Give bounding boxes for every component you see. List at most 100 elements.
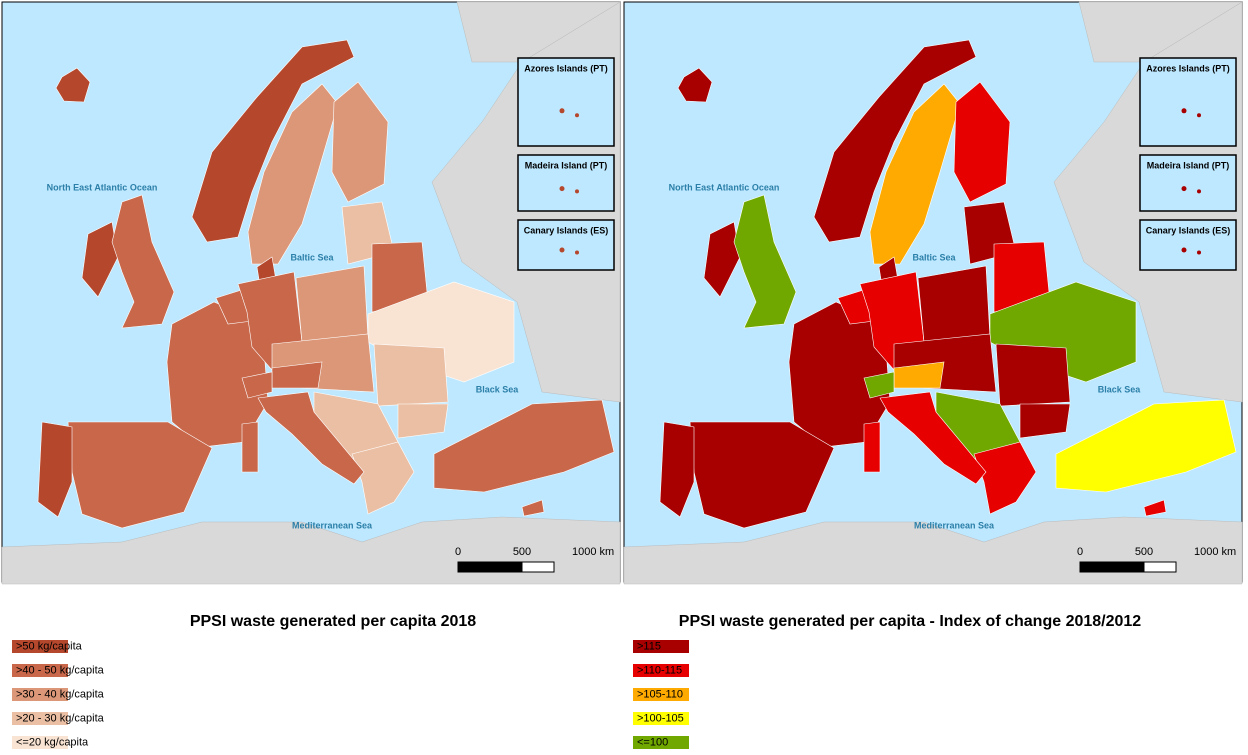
- scale-black: [1080, 562, 1144, 572]
- island: [1181, 186, 1187, 192]
- country: [191, 39, 355, 243]
- legend-label: >100-105: [637, 712, 684, 724]
- country: [973, 441, 1037, 515]
- country: [295, 265, 369, 343]
- sea-label: Black Sea: [1098, 384, 1142, 394]
- country: [351, 441, 415, 515]
- legend-swatch: [633, 712, 689, 725]
- legend-label: <=100: [637, 736, 668, 748]
- country: [1055, 399, 1237, 493]
- island: [1197, 189, 1201, 194]
- island: [575, 250, 579, 255]
- sea-label: Baltic Sea: [290, 252, 334, 262]
- legend-label: >40 - 50 kg/capita: [16, 664, 105, 676]
- country: [111, 194, 175, 329]
- sea-label: Baltic Sea: [912, 252, 956, 262]
- legend-swatch: [12, 736, 68, 749]
- country: [689, 421, 835, 529]
- inset-frame: [1139, 57, 1237, 147]
- island: [1181, 108, 1187, 114]
- map-panel: North East Atlantic Ocean Baltic Sea Black…: [1, 1, 621, 585]
- country: [1143, 499, 1167, 517]
- country: [879, 391, 987, 485]
- legend-swatch: [12, 688, 68, 701]
- island: [559, 186, 565, 192]
- legend-swatch: [633, 736, 689, 749]
- inset-frame: [1139, 219, 1237, 271]
- sea-label: North East Atlantic Ocean: [669, 182, 780, 192]
- country: [677, 67, 713, 103]
- island: [1197, 250, 1201, 255]
- inset-title: Madeira Island (PT): [525, 160, 608, 170]
- inset-title: Canary Islands (ES): [1146, 225, 1231, 235]
- country: [241, 421, 259, 473]
- island: [575, 113, 579, 118]
- country: [433, 399, 615, 493]
- legend-title: PPSI waste generated per capita - Index …: [679, 613, 1142, 630]
- island: [559, 108, 565, 114]
- country: [521, 499, 545, 517]
- sea-label: Mediterranean Sea: [914, 520, 995, 530]
- legend-label: >115: [637, 640, 661, 652]
- country: [703, 221, 741, 298]
- scale-label: 1000 km: [1194, 546, 1236, 558]
- inset-title: Azores Islands (PT): [1146, 63, 1230, 73]
- country: [995, 343, 1071, 407]
- legend-swatch: [633, 688, 689, 701]
- country: [257, 391, 365, 485]
- island: [575, 189, 579, 194]
- scale-label: 500: [1135, 546, 1153, 558]
- legend-swatch: [633, 640, 689, 653]
- country: [917, 265, 991, 343]
- country: [373, 343, 449, 407]
- island: [1197, 113, 1201, 118]
- inset-frame: [517, 57, 615, 147]
- map-panel: North East Atlantic Ocean Baltic Sea Black…: [623, 1, 1243, 585]
- country: [55, 67, 91, 103]
- country: [863, 371, 895, 399]
- sea-label: Black Sea: [476, 384, 520, 394]
- inset-title: Canary Islands (ES): [524, 225, 609, 235]
- legend-swatch: [633, 664, 689, 677]
- island: [1181, 247, 1187, 253]
- scale-white: [1143, 561, 1177, 573]
- legend-label: >110-115: [637, 664, 682, 676]
- island: [559, 247, 565, 253]
- country: [397, 403, 449, 439]
- legend-swatch: [12, 640, 68, 653]
- scale-label: 1000 km: [572, 546, 614, 558]
- inset-frame: [1139, 154, 1237, 212]
- inset-frame: [517, 219, 615, 271]
- country: [953, 81, 1011, 203]
- legend-swatch: [12, 712, 68, 725]
- sea-label: North East Atlantic Ocean: [47, 182, 158, 192]
- legend-label: <=20 kg/capita: [16, 736, 89, 748]
- inset-title: Azores Islands (PT): [524, 63, 608, 73]
- legend-label: >105-110: [637, 688, 683, 700]
- scale-outline: [1079, 561, 1177, 573]
- country: [733, 194, 797, 329]
- inset-title: Madeira Island (PT): [1147, 160, 1230, 170]
- country: [37, 421, 73, 518]
- country: [331, 81, 389, 203]
- scale-label: 0: [1077, 546, 1083, 558]
- country: [67, 421, 213, 529]
- country: [1019, 403, 1071, 439]
- inset-frame: [517, 154, 615, 212]
- scale-outline: [457, 561, 555, 573]
- legend-label: >50 kg/capita: [16, 640, 83, 652]
- legend-label: >20 - 30 kg/capita: [16, 712, 105, 724]
- legend-label: >30 - 40 kg/capita: [16, 688, 105, 700]
- country: [81, 221, 119, 298]
- country: [863, 421, 881, 473]
- sea-label: Mediterranean Sea: [292, 520, 373, 530]
- scale-label: 500: [513, 546, 531, 558]
- country: [813, 39, 977, 243]
- scale-white: [521, 561, 555, 573]
- scale-black: [458, 562, 522, 572]
- country: [659, 421, 695, 518]
- country: [241, 371, 273, 399]
- legend-title: PPSI waste generated per capita 2018: [190, 613, 476, 630]
- scale-label: 0: [455, 546, 461, 558]
- legend-swatch: [12, 664, 68, 677]
